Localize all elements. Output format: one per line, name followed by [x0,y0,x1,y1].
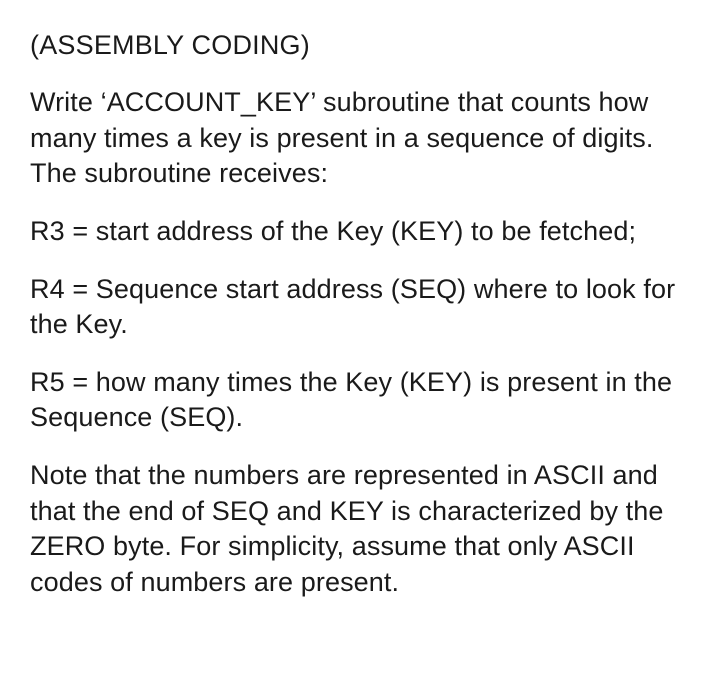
paragraph-note: Note that the numbers are represented in… [30,458,690,601]
paragraph-r5: R5 = how many times the Key (KEY) is pre… [30,365,690,436]
paragraph-r3: R3 = start address of the Key (KEY) to b… [30,214,690,250]
document-heading: (ASSEMBLY CODING) [30,28,690,63]
paragraph-intro: Write ‘ACCOUNT_KEY’ subroutine that coun… [30,85,690,192]
document-body: (ASSEMBLY CODING) Write ‘ACCOUNT_KEY’ su… [30,28,690,601]
paragraph-r4: R4 = Sequence start address (SEQ) where … [30,272,690,343]
